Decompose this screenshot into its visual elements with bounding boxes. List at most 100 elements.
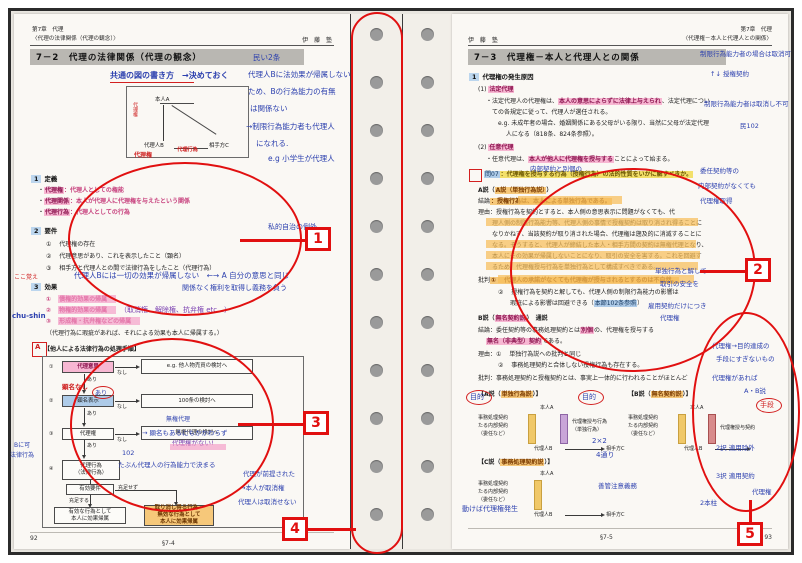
right-section-bar: 7－3 代理権－本人と代理人との関係 [468,49,726,65]
hw-dairiken-vertical: 代理権 [132,102,138,117]
hw-l-12: chu-shin [12,312,46,320]
model-a-principal: 本人A [540,405,554,411]
hw-r-14: 代理権があれば [712,374,758,382]
binder-hole [421,172,434,185]
left-block-3-title: 効果 [44,283,58,291]
hw-l-6: e.g 小学生が代理人 [268,154,335,163]
left-header-subtitle: 〈代理の法律関係（代理の観念）〉 [32,36,119,42]
hw-r-22: 4通り [596,451,615,459]
flow-target-2: 100条の検討へ [141,394,253,408]
binder-hole [421,508,434,521]
hw-r-13: 手段にすぎないもの [716,355,775,363]
binder-hole [421,28,434,41]
model-c-counterparty: 相手方C [606,512,625,518]
model-c-principal: 本人A [540,471,554,477]
hw-l-0: 民い2条 [253,53,281,62]
region-roundrect-4 [351,12,403,554]
model-a-counterparty: 相手方C [606,446,625,452]
region-marker-3[interactable]: 3 [303,411,329,435]
hw-l-11: ここ覚え [14,274,39,281]
binder-hole [370,508,383,521]
hw-r-25: 動けば代理権発生 [462,505,518,513]
region-leader-3 [238,423,308,426]
binder-hole [370,124,383,137]
flow-no-1: ① [49,364,54,370]
region-leader-4 [308,528,356,531]
left-block-2-head: 2 要件 [31,226,57,235]
model-a-left-label: 事務処理契約 たる内部契約 （委任など） [478,415,509,437]
left-page-number: 92 [30,535,38,542]
region-marker-1[interactable]: 1 [305,227,331,251]
hw-l-22: 代理が前提された [243,470,295,478]
flow-target-3: 無権代理の検討へ [141,426,253,440]
right-header-brand: 伊 藤 塾 [468,37,500,44]
region-marker-5[interactable]: 5 [737,522,763,546]
flow-box-3: 代理権 [62,428,114,440]
left-req-3: ③ 相手方と代理人との間で法律行為をしたこと（代理行為） [46,265,216,272]
hw-l-4: →制限行為能力者も代理人 [246,122,335,131]
right-sub-1-label: (1) 法定代理 [478,86,515,93]
binder-hole [421,76,434,89]
flow-yes-3: あり [87,443,98,449]
hw-r-15: A・B説 [744,387,766,395]
region-marker-2[interactable]: 2 [745,258,771,282]
binder-hole [370,268,383,281]
flow-no-3: ③ [49,431,54,437]
left-block-1-head: 1 定義 [31,174,57,183]
model-c-title: 【C説（事務処理契約説）】 [478,459,554,466]
flow-no-4: ④ [49,466,54,472]
binder-hole [370,76,383,89]
binder-hole [421,412,434,425]
left-footer-ref: §7-4 [162,540,175,547]
binder-hole [370,412,383,425]
theory-b-hihan: 批判：事務処理契約と授権契約とは、事実上一体的に行われることがほとんど [478,375,688,382]
right-block-1-title: 代理権の発生原因 [482,73,534,81]
hw-l-15: 無権代理 [166,416,191,423]
theory-b-ketsuron: 結論：委任契約等の事務処理契約とは別個の、代理権を授与する [478,327,655,334]
hw-r-19: 2本柱 [700,499,718,507]
hw-l-10: （取消権、解除権、抗弁権 etc…） [120,306,232,314]
model-c-agent: 代理人B [534,512,553,518]
model-b-right-label: 代理権授与契約 [720,425,756,431]
right-sub-2-line-1: ・任意代理は、本人が他人に代理権を授与することによって始まる。 [486,156,674,163]
left-header-chapter: 第7章 代理 [32,27,64,33]
question-line: 問07 ：代理権を授与する行為（授権行為）の法的性質をいかに解すべきか。 [484,171,694,178]
left-block-1-num: 1 [31,175,42,183]
hw-r-10: 雇用契約だけにつき [648,302,707,310]
hw-r-20: 善管注意義務 [598,482,637,490]
right-sub-2-label: (2) 任意代理 [478,144,515,151]
region-marker-4[interactable]: 4 [282,517,308,541]
hw-l-13: 顕名なし [62,383,88,391]
flow-branch-3: なし [117,437,128,443]
binder-hole [370,220,383,233]
hw-r-3: 民102 [740,122,759,130]
left-top-diagram: 本人A 代理人B 相手方C [126,86,249,158]
right-header-chapter: 第7章 代理 [740,27,772,33]
left-def-1: ・代理権：代理人としての権能 [38,187,124,194]
hw-r-21: 2×2 [592,437,607,445]
hw-l-21: たぶん代理人の行為能力で決まる [118,461,216,469]
binder-gutter-right [402,14,454,549]
theory-a-riyu3: なりかねず、当該契約が取り消された場合、代理権は遡及的に消滅することに [486,231,702,238]
hw-l-1: 代理人Bに法効果が帰属しない [248,70,351,79]
left-block-2-title: 要件 [44,227,58,235]
hw-r-16: 2択 適用除外 [716,444,755,452]
left-block-3-head: 3 効果 [31,282,57,291]
right-sub-1-line-2: ての各規定に従って、代理人が選任される。 [486,109,612,116]
theory-b-ketsuron2: 無名（非典型）契約である。 [486,338,566,345]
right-block-1-head: 1 代理権の発生原因 [469,72,534,81]
hw-l-16: → 顕名もあるにもかかわらず [142,429,228,437]
flowchart-frame [42,356,304,528]
diagram-agent: 代理人B [144,143,164,149]
diagram-principal: 本人A [155,97,170,103]
binder-hole [421,268,434,281]
hw-r-0: 制限行為能力者の場合は取消可 [700,50,791,58]
hw-r-1: ↑↓ 授権契約 [710,70,749,78]
right-block-1-num: 1 [469,73,480,81]
binder-hole [370,364,383,377]
region-leader-5 [749,500,752,524]
theory-b-name: B説（無名契約説） 通説 [478,315,548,322]
left-req-1: ① 代理権の存在 [46,241,96,248]
hw-r-2: 制限行為能力者は取消し不可 [704,100,789,108]
theory-a-name: A説（A説（単独行為説）） [478,187,553,194]
